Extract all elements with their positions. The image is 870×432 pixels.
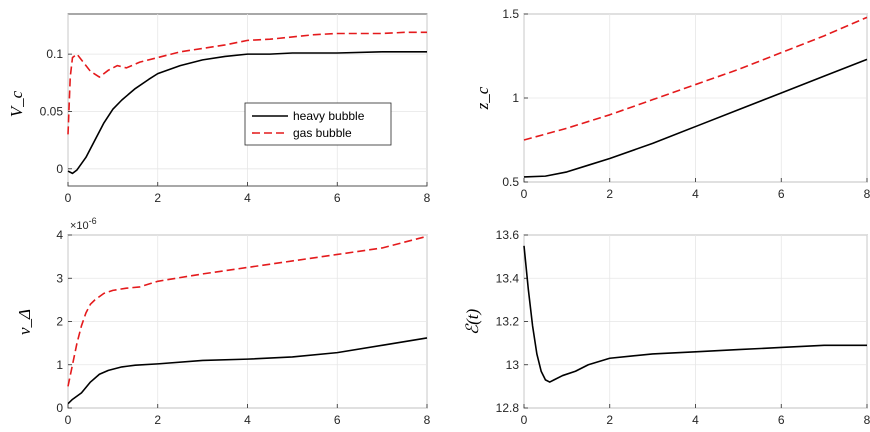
x-tick-label: 0 — [65, 413, 72, 427]
xticks-vc: 0 2 4 6 8 — [65, 182, 431, 205]
x-tick-label: 6 — [778, 413, 785, 427]
x-tick-label: 4 — [692, 413, 699, 427]
exponent-label-vdelta: ×10-6 — [70, 216, 97, 232]
yticks-vdelta: 0 1 2 3 4 — [56, 228, 72, 415]
series-zc — [523, 16, 868, 178]
legend-label-gas: gas bubble — [293, 126, 352, 140]
yticks-zc: 0.5 1 1.5 — [502, 7, 528, 189]
x-tick-label: 4 — [244, 191, 251, 205]
y-tick-label: 0 — [56, 401, 63, 415]
x-tick-label: 0 — [521, 413, 528, 427]
ylabel-vc: V_c — [7, 90, 26, 117]
ylabel-zc: z_c — [473, 86, 492, 110]
xticks-vdelta: 0 2 4 6 8 — [65, 404, 431, 427]
y-tick-label: 0.1 — [46, 47, 63, 61]
y-tick-label: 13 — [506, 358, 520, 372]
ylabel-energy: ℰ(t) — [463, 308, 482, 335]
y-tick-label: 13.6 — [496, 228, 520, 242]
y-tick-label: 0.5 — [502, 175, 519, 189]
x-tick-label: 6 — [778, 187, 785, 201]
x-tick-label: 0 — [65, 191, 72, 205]
x-tick-label: 6 — [334, 413, 341, 427]
panel-zc: 0.5 1 1.5 0 2 4 6 8 z_c — [473, 7, 870, 201]
panel-vc: 0 0.05 0.1 0 2 4 6 8 V_c heavy bubble gas bubb… — [7, 13, 431, 205]
legend: heavy bubble gas bubble — [244, 102, 392, 146]
x-tick-label: 8 — [424, 413, 431, 427]
xticks-energy: 0 2 4 6 8 — [521, 404, 870, 427]
y-tick-label: 13.2 — [496, 315, 520, 329]
series-energy — [523, 245, 867, 383]
y-tick-label: 2 — [56, 315, 63, 329]
yticks-vc: 0 0.05 0.1 — [40, 47, 72, 176]
y-tick-label: 13.4 — [496, 271, 520, 285]
series-vdelta — [67, 235, 428, 405]
yticks-energy: 12.8 13 13.2 13.4 13.6 — [496, 228, 528, 415]
x-tick-label: 8 — [864, 187, 870, 201]
series-line-gas-bubble — [67, 31, 427, 135]
grid-vdelta — [67, 234, 428, 409]
series-line-heavy-bubble — [523, 245, 867, 383]
x-tick-label: 8 — [424, 191, 431, 205]
x-tick-label: 2 — [154, 413, 161, 427]
series-line-heavy-bubble — [67, 51, 427, 175]
grid-zc — [523, 13, 868, 183]
x-tick-label: 6 — [334, 191, 341, 205]
ylabel-vdelta: v_Δ — [15, 309, 34, 335]
y-tick-label: 4 — [56, 228, 63, 242]
series-line-heavy-bubble — [523, 58, 868, 178]
x-tick-label: 2 — [606, 413, 613, 427]
panel-vdelta: 0 1 2 3 4 0 2 4 6 8 v_Δ ×10-6 — [15, 216, 431, 427]
y-tick-label: 1 — [512, 91, 519, 105]
y-tick-label: 1 — [56, 358, 63, 372]
series-line-gas-bubble — [67, 235, 428, 387]
y-tick-label: 1.5 — [502, 7, 519, 21]
series-line-gas-bubble — [523, 16, 868, 141]
y-tick-label: 12.8 — [496, 401, 520, 415]
x-tick-label: 8 — [864, 413, 870, 427]
series-line-heavy-bubble — [67, 337, 428, 405]
x-tick-label: 0 — [521, 187, 528, 201]
y-tick-label: 0 — [56, 162, 63, 176]
panel-energy: 12.8 13 13.2 13.4 13.6 0 2 4 6 8 ℰ(t) — [463, 228, 870, 427]
legend-label-heavy: heavy bubble — [293, 109, 365, 123]
y-tick-label: 0.05 — [40, 104, 64, 118]
x-tick-label: 4 — [692, 187, 699, 201]
series-vc — [67, 31, 427, 175]
x-tick-label: 2 — [606, 187, 613, 201]
x-tick-label: 4 — [244, 413, 251, 427]
xticks-zc: 0 2 4 6 8 — [521, 178, 870, 201]
y-tick-label: 3 — [56, 271, 63, 285]
legend-box — [244, 102, 392, 146]
x-tick-label: 2 — [154, 191, 161, 205]
